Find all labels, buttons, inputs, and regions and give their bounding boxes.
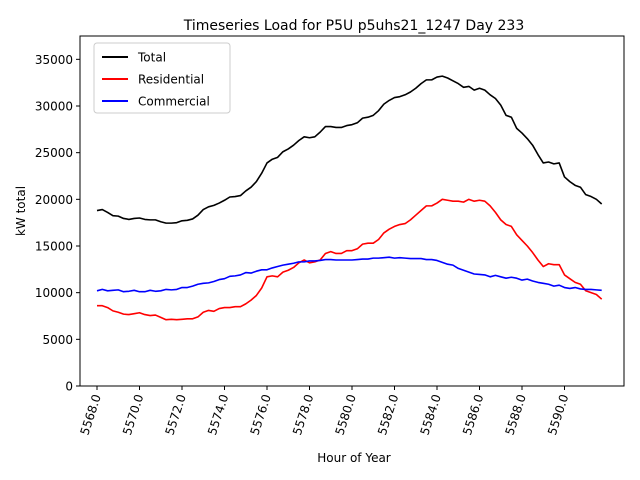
y-axis-label: kW total — [14, 186, 28, 236]
chart-title: Timeseries Load for P5U p5uhs21_1247 Day… — [183, 18, 525, 34]
y-tick-label: 30000 — [35, 100, 73, 114]
legend: Total Residential Commercial — [93, 42, 231, 114]
legend-box — [93, 42, 231, 114]
series-line-residential — [97, 198, 603, 321]
y-tick-label: 25000 — [35, 146, 73, 160]
legend-label-residential: Residential — [138, 73, 204, 87]
y-tick-label: 10000 — [35, 286, 73, 300]
y-tick-label: 5000 — [42, 333, 73, 347]
y-tick-label: 20000 — [35, 193, 73, 207]
y-axis: 0 5000 10000 15000 20000 25000 30000 35000 — [35, 53, 80, 394]
x-axis-label: Hour of Year — [317, 451, 391, 465]
legend-label-total: Total — [137, 51, 166, 65]
y-tick-label: 35000 — [35, 53, 73, 67]
series-line-commercial — [96, 256, 602, 293]
series-line-total — [96, 75, 603, 224]
legend-label-commercial: Commercial — [138, 95, 210, 109]
series-layer — [96, 75, 603, 321]
y-tick-label: 0 — [65, 380, 73, 394]
y-tick-label: 15000 — [35, 240, 73, 254]
